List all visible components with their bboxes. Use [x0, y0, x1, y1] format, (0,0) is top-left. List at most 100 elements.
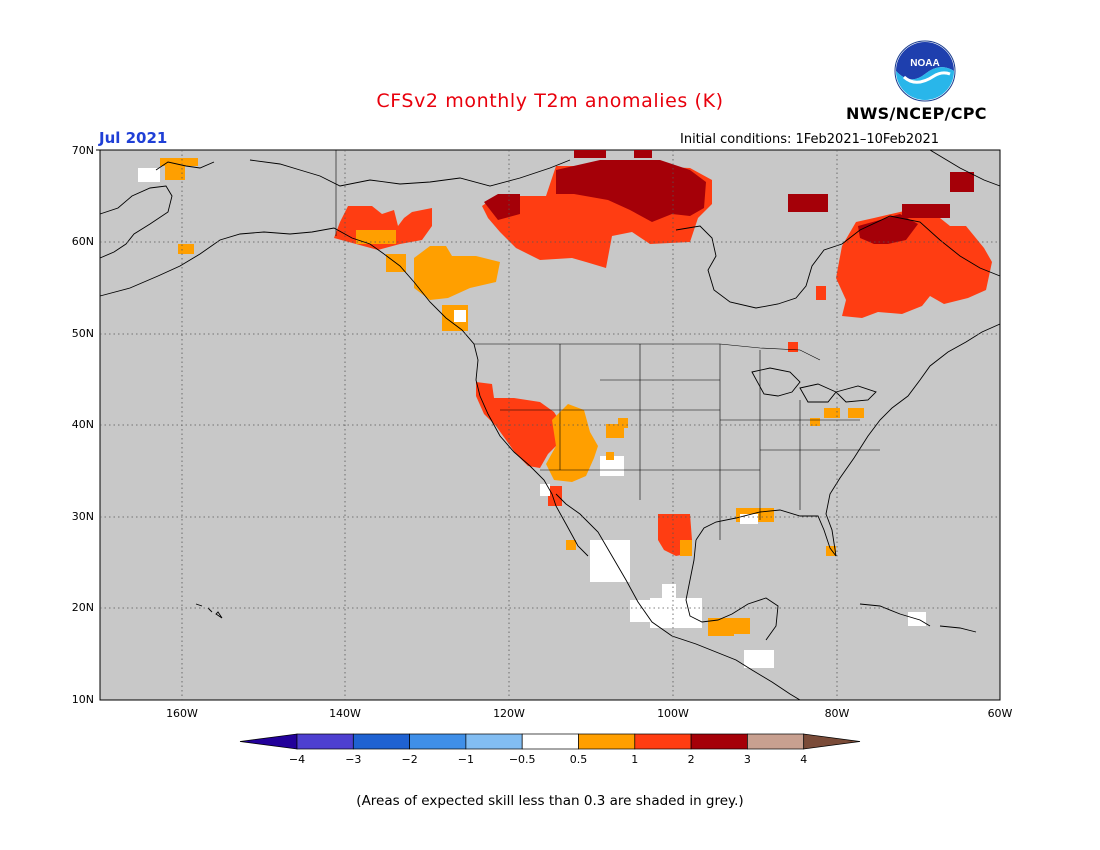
colorbar-segment: [578, 733, 636, 750]
colorbar-label: 4: [800, 753, 807, 766]
lon-label: 60W: [988, 707, 1013, 720]
anomaly-baffin-dark: [788, 194, 828, 212]
colorbar-label: 3: [744, 753, 751, 766]
colorbar-segment: [409, 733, 467, 750]
colorbar: [239, 733, 861, 750]
coastline: [825, 323, 1001, 557]
colorbar-label: −0.5: [509, 753, 536, 766]
colorbar-segment: [690, 733, 748, 750]
coastlines: [99, 149, 1001, 701]
anomaly-sonora: [548, 486, 562, 506]
anomaly-arctic-dark: [574, 150, 606, 158]
anomaly-alaska-white: [138, 168, 160, 182]
anomaly-colorado: [618, 418, 628, 428]
coastline: [99, 227, 385, 297]
coastline: [929, 149, 1001, 187]
colorbar-label: −3: [345, 753, 361, 766]
anomaly-nm: [606, 452, 614, 460]
anomaly-north-canada-dark: [556, 160, 706, 222]
lat-label: 70N: [72, 144, 94, 157]
lon-label: 120W: [493, 707, 525, 720]
anomaly-ohio: [824, 408, 840, 418]
colorbar-segment: [747, 733, 805, 750]
anomaly-arctic-dark: [634, 150, 652, 158]
lon-label: 80W: [825, 707, 850, 720]
coastline: [249, 159, 571, 187]
coastline: [207, 607, 213, 613]
coastline: [835, 385, 877, 403]
coastline: [195, 603, 203, 607]
lat-label: 50N: [72, 327, 94, 340]
anomaly-nm-white: [600, 456, 624, 476]
colorbar-arrow-low: [239, 733, 298, 750]
colorbar-segment: [634, 733, 692, 750]
anomaly-utah-arizona: [546, 404, 598, 482]
anomaly-quebec-dark: [858, 214, 918, 244]
colorbar-segment: [296, 733, 354, 750]
colorbar-label: −1: [458, 753, 474, 766]
anomaly-nwt-dark: [484, 194, 520, 220]
colorbar-label: −2: [401, 753, 417, 766]
coastline: [555, 493, 801, 701]
skill-footnote: (Areas of expected skill less than 0.3 a…: [356, 793, 744, 809]
lat-label: 10N: [72, 693, 94, 706]
lon-label: 160W: [166, 707, 198, 720]
anomaly-alaska-west: [178, 244, 194, 254]
anomaly-florida: [826, 546, 836, 556]
svg-text:NOAA: NOAA: [910, 58, 939, 69]
anomaly-greenland-dark: [950, 172, 974, 192]
coastline: [685, 539, 779, 641]
colorbar-segment: [521, 733, 579, 750]
lat-label: 30N: [72, 510, 94, 523]
anomaly-ontario: [816, 286, 826, 300]
coastline: [675, 225, 843, 309]
anomaly-bc: [414, 246, 500, 300]
coastline: [215, 611, 223, 619]
anomaly-alaska-coast: [356, 230, 396, 244]
target-month: Jul 2021: [99, 129, 168, 147]
colorbar-label: 0.5: [570, 753, 588, 766]
anomaly-mexico-white: [630, 600, 652, 622]
coastline: [751, 367, 801, 397]
graticule: [100, 150, 1000, 700]
map-title: CFSv2 monthly T2m anomalies (K): [376, 90, 724, 112]
anomaly-yucatan: [732, 618, 750, 634]
anomaly-texas-coast: [680, 540, 692, 556]
colorbar-label: −4: [289, 753, 305, 766]
coastline: [859, 603, 931, 627]
anomaly-yucatan: [708, 618, 734, 636]
lon-label: 100W: [657, 707, 689, 720]
anomaly-louisiana-white: [740, 514, 758, 524]
lon-label: 140W: [329, 707, 361, 720]
coastline: [695, 509, 837, 557]
anomaly-guatemala-white: [744, 650, 774, 668]
longitude-labels: 160W 140W 120W 100W 80W 60W: [166, 707, 1012, 720]
anomaly-bc-white: [454, 310, 466, 322]
lat-label: 60N: [72, 235, 94, 248]
anomaly-pa: [848, 408, 864, 418]
anomaly-alaska-north: [160, 158, 198, 166]
coastline: [799, 383, 837, 403]
colorbar-segment: [352, 733, 410, 750]
colorbar-label: 1: [631, 753, 638, 766]
anomaly-baja: [566, 540, 576, 550]
initial-conditions: Initial conditions: 1Feb2021–10Feb2021: [680, 132, 940, 147]
coastline: [841, 215, 1001, 277]
colorbar-labels: −4 −3 −2 −1 −0.5 0.5 1 2 3 4: [289, 753, 807, 766]
lat-label: 20N: [72, 601, 94, 614]
coastline: [383, 253, 589, 557]
coastline: [939, 625, 977, 633]
colorbar-label: 2: [688, 753, 695, 766]
agency-label: NWS/NCEP/CPC: [846, 104, 987, 123]
colorbar-arrow-high: [803, 733, 861, 750]
anomaly-ohio-small: [810, 418, 820, 426]
coastline: [155, 161, 215, 171]
anomaly-ontario-small: [788, 342, 798, 352]
anomaly-alaska-north: [165, 166, 185, 180]
coastline: [99, 185, 173, 259]
anomaly-baffin-dark: [902, 204, 950, 218]
colorbar-segment: [465, 733, 523, 750]
anomaly-sonora-white: [540, 484, 550, 496]
anomaly-mexico-white: [662, 584, 676, 600]
